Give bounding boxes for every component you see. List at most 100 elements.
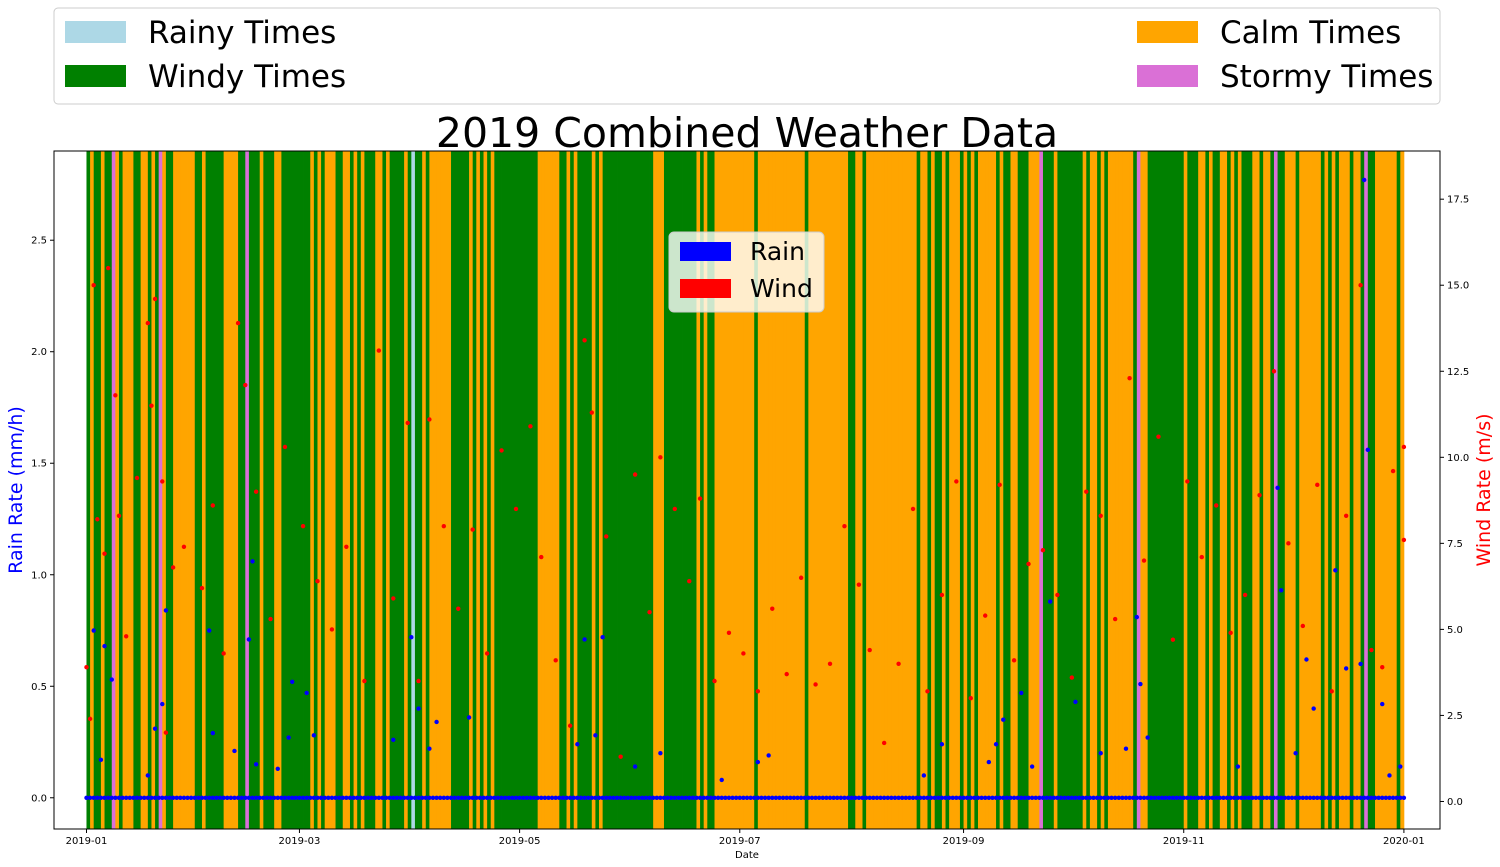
rain-point	[665, 795, 670, 800]
rain-point	[477, 795, 483, 800]
legend-label-windy: Windy Times	[148, 59, 346, 95]
rain-point	[257, 795, 262, 800]
category-band	[667, 151, 672, 829]
rain-point	[1084, 795, 1089, 800]
category-band	[891, 151, 896, 829]
rain-point	[1062, 795, 1067, 800]
category-band	[1089, 151, 1094, 829]
category-band	[349, 151, 354, 829]
wind-point	[152, 296, 158, 302]
rain-point	[578, 795, 584, 800]
category-band	[440, 151, 445, 829]
rain-point	[1210, 795, 1215, 800]
category-band	[220, 151, 225, 829]
rain-point	[499, 795, 504, 800]
wind-point	[199, 585, 205, 591]
category-band	[144, 151, 149, 829]
category-band	[580, 151, 585, 829]
rain-point	[625, 795, 631, 800]
rain-point	[697, 795, 703, 800]
legend-label-rainy: Rainy Times	[148, 15, 336, 51]
category-band	[1071, 151, 1076, 829]
rain-point	[975, 795, 981, 800]
category-band	[1003, 151, 1008, 829]
category-band	[772, 151, 777, 829]
category-band	[1201, 151, 1206, 829]
category-band	[584, 151, 589, 829]
wind-point	[235, 320, 241, 326]
rain-point	[788, 795, 793, 800]
category-band	[1356, 151, 1361, 829]
category-band	[173, 151, 178, 829]
rain-point	[575, 742, 580, 747]
rain-point	[842, 795, 847, 800]
rain-point	[914, 795, 919, 800]
category-band	[1216, 151, 1221, 829]
category-band	[469, 151, 474, 829]
rain-point	[297, 795, 302, 800]
category-band	[541, 151, 546, 829]
rain-point	[416, 706, 421, 711]
rain-point	[1138, 795, 1143, 800]
category-band	[1097, 151, 1102, 829]
category-band	[115, 151, 120, 829]
rain-point	[268, 795, 273, 800]
rain-point	[983, 795, 988, 800]
category-legend-frame	[53, 7, 1441, 105]
rain-point	[1268, 795, 1273, 800]
category-band	[346, 151, 351, 829]
y-left-tick-label: 1.0	[31, 570, 47, 581]
rain-point	[1325, 795, 1331, 800]
category-band	[317, 151, 322, 829]
rain-point	[1141, 795, 1147, 800]
rain-point	[1105, 795, 1111, 800]
category-band	[1064, 151, 1069, 829]
category-band	[1393, 151, 1398, 829]
rain-point	[315, 795, 320, 800]
wind-point	[741, 651, 746, 656]
rain-point	[1203, 795, 1208, 800]
category-band	[913, 151, 918, 829]
rain-point	[650, 795, 656, 800]
rain-point	[1300, 795, 1306, 800]
category-band	[1194, 151, 1199, 829]
category-band	[880, 151, 885, 829]
rain-point	[1076, 795, 1082, 800]
category-band	[176, 151, 181, 829]
category-band	[407, 151, 412, 829]
rain-point	[452, 795, 457, 800]
category-band	[429, 151, 434, 829]
rain-point	[589, 795, 594, 800]
rain-point	[658, 750, 663, 756]
rain-point	[1228, 795, 1233, 800]
wind-point	[84, 665, 89, 670]
rain-point	[474, 795, 479, 800]
rain-point	[1387, 773, 1392, 778]
category-band	[916, 151, 921, 829]
rain-point	[546, 795, 551, 800]
rain-point	[1069, 795, 1075, 800]
wind-point	[1156, 434, 1161, 439]
rain-point	[521, 795, 526, 800]
rain-point	[438, 795, 443, 800]
rain-point	[791, 795, 797, 800]
rain-point	[1235, 764, 1241, 769]
rain-point	[571, 795, 576, 800]
y-axis-right: 0.0 2.5 5.0 7.5 10.0 12.5 15.0 17.5	[1440, 195, 1469, 808]
wind-point	[95, 517, 100, 522]
category-band	[833, 151, 838, 829]
y-left-tick-label: 0.0	[31, 793, 47, 804]
rain-point	[936, 795, 941, 800]
category-band	[512, 151, 517, 829]
category-band	[851, 151, 856, 829]
legend-swatch-stormy	[1137, 65, 1198, 87]
category-band	[389, 151, 394, 829]
rain-point	[632, 764, 638, 769]
rain-point	[853, 795, 858, 800]
category-band	[1154, 151, 1159, 829]
category-band	[1042, 151, 1047, 829]
rain-point	[903, 795, 909, 800]
category-band	[194, 151, 199, 829]
category-band	[1093, 151, 1098, 829]
category-band	[310, 151, 315, 829]
